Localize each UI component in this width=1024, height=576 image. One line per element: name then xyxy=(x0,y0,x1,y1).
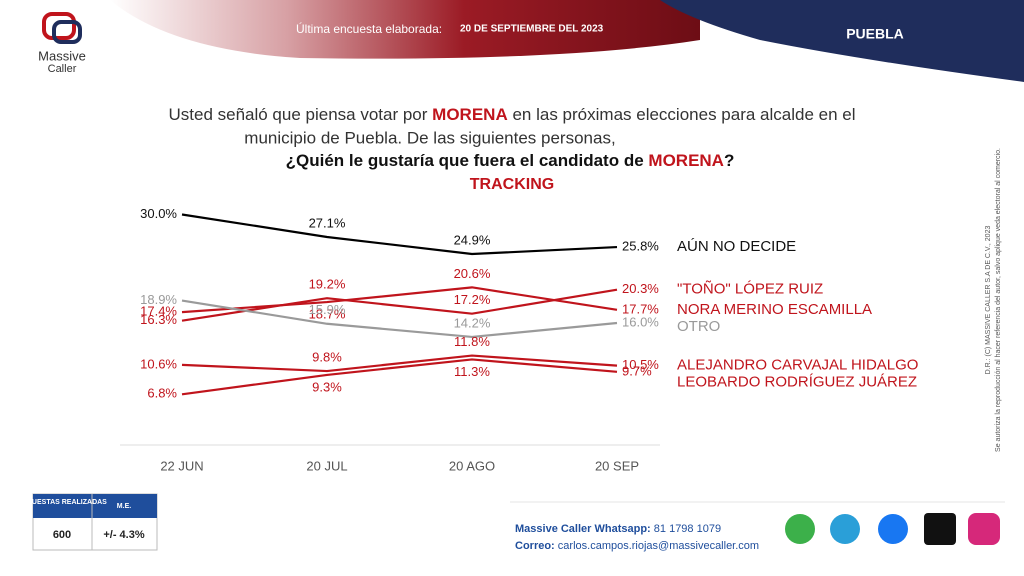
copyright: D.R.: (C) MASSIVE CALLER S.A DE C.V., 20… xyxy=(985,226,992,375)
data-label: 11.3% xyxy=(454,364,490,379)
chart-subtitle: TRACKING xyxy=(470,176,554,193)
logo-shape xyxy=(42,12,76,40)
data-label: 17.7% xyxy=(622,301,659,316)
x-tick-label: 20 JUL xyxy=(306,458,347,473)
logo-shape xyxy=(52,20,82,44)
email: carlos.campos.riojas@massivecaller.com xyxy=(558,540,759,552)
legend-label: OTRO xyxy=(677,318,720,335)
stats-table: ENCUESTAS REALIZADAS M.E. 600 +/- 4.3% xyxy=(17,493,158,551)
data-label: 9.7% xyxy=(622,363,652,378)
data-label: 14.2% xyxy=(454,315,491,330)
data-label: 20.3% xyxy=(622,281,659,296)
whatsapp-label: Massive Caller Whatsapp: xyxy=(515,523,651,535)
table-cell: +/- 4.3% xyxy=(103,529,144,541)
table-header xyxy=(33,494,157,518)
facebook-icon[interactable] xyxy=(878,514,908,544)
data-label: 24.9% xyxy=(454,232,491,247)
series-line xyxy=(181,354,618,373)
telegram-icon[interactable] xyxy=(830,514,860,544)
legend-label: "TOÑO" LÓPEZ RUIZ xyxy=(677,281,823,298)
question: ¿Quién le gustaría que fuera el candidat… xyxy=(286,151,735,170)
data-label: 18.9% xyxy=(140,292,177,307)
table-header-text: ENCUESTAS REALIZADAS xyxy=(17,499,107,506)
data-label: 30.0% xyxy=(140,206,177,221)
data-label: 19.2% xyxy=(309,277,346,292)
question-text: ¿Quién le gustaría que fuera el candidat… xyxy=(286,151,644,170)
data-label: 9.3% xyxy=(312,379,342,394)
header-region-band xyxy=(660,0,1024,82)
survey-date: 20 DE SEPTIEMBRE DEL 2023 xyxy=(460,24,604,35)
logo-text: Massive xyxy=(38,48,86,63)
legend-label: NORA MERINO ESCAMILLA xyxy=(677,301,872,318)
header-band xyxy=(110,0,700,59)
data-label: 20.6% xyxy=(454,266,491,281)
series-line xyxy=(181,286,618,314)
contact: Correo: carlos.campos.riojas@massivecall… xyxy=(515,540,759,552)
x-tick-label: 20 SEP xyxy=(595,458,639,473)
whatsapp-icon[interactable] xyxy=(785,514,815,544)
data-label: 11.8% xyxy=(454,334,490,349)
data-label: 17.2% xyxy=(454,292,491,307)
table-header-cell: M.E. xyxy=(117,503,131,510)
question-text: en las próximas elecciones para alcalde … xyxy=(512,105,855,124)
x-icon[interactable] xyxy=(924,513,956,545)
notice: Se autoriza la reproducción al hacer ref… xyxy=(995,148,1002,452)
data-label: 27.1% xyxy=(309,215,346,230)
email-label: Correo: xyxy=(515,540,555,552)
data-label: 10.6% xyxy=(140,356,177,371)
legend-label: ALEJANDRO CARVAJAL HIDALGO xyxy=(677,357,918,374)
question: Usted señaló que piensa votar por MORENA… xyxy=(168,105,855,124)
vertical-notes: D.R.: (C) MASSIVE CALLER S.A DE C.V., 20… xyxy=(985,148,1002,452)
contact: Massive Caller Whatsapp: 81 1798 1079 xyxy=(515,523,721,535)
data-label: 16.0% xyxy=(622,314,659,329)
legend-label: AÚN NO DECIDE xyxy=(677,238,796,255)
question-text: ? xyxy=(724,151,734,170)
x-tick-label: 22 JUN xyxy=(160,458,203,473)
data-label: 15.9% xyxy=(309,302,346,317)
table-header-cell: ENCUESTAS REALIZADAS xyxy=(17,499,107,506)
series-line xyxy=(181,213,618,256)
series-line xyxy=(181,358,618,396)
data-label: 10.5% xyxy=(622,357,659,372)
data-label: 6.8% xyxy=(147,386,177,401)
data-label: 18.7% xyxy=(309,307,346,322)
series-line xyxy=(181,288,618,322)
data-label: 16.3% xyxy=(140,312,177,327)
series-line xyxy=(181,299,618,339)
party: MORENA xyxy=(432,105,508,124)
logo: Massive Caller xyxy=(38,12,86,75)
instagram-icon[interactable] xyxy=(968,513,1000,545)
question-text: municipio de Puebla. De las siguientes p… xyxy=(244,128,615,147)
question-text: Usted señaló que piensa votar por xyxy=(168,105,427,124)
survey-label: Última encuesta elaborada: xyxy=(296,21,442,36)
whatsapp: 81 1798 1079 xyxy=(654,523,721,535)
data-label: 9.8% xyxy=(312,349,342,364)
x-tick-label: 20 AGO xyxy=(449,458,495,473)
legend-label: LEOBARDO RODRÍGUEZ JUÁREZ xyxy=(677,374,917,391)
data-label: 17.4% xyxy=(140,304,177,319)
data-label: 25.8% xyxy=(622,238,659,253)
party: MORENA xyxy=(648,151,724,170)
region: PUEBLA xyxy=(846,26,904,42)
logo-text: Caller xyxy=(48,63,77,75)
table-cell: 600 xyxy=(53,529,71,541)
